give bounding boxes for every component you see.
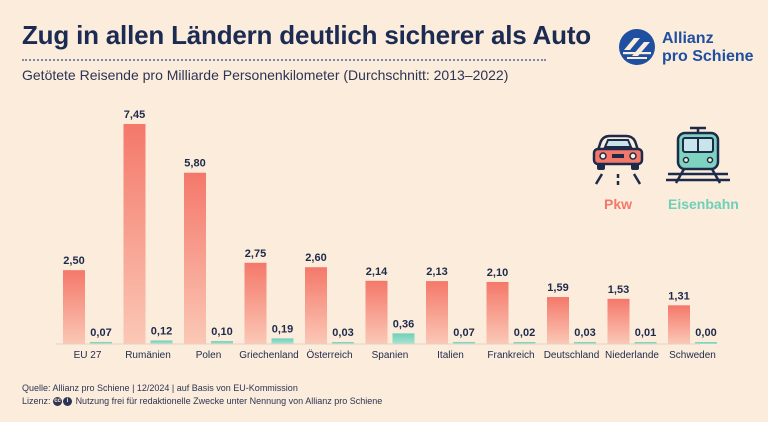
bar-pkw	[486, 281, 509, 344]
bar-eisenbahn	[513, 342, 536, 344]
data-label-eisenbahn: 0,12	[151, 325, 172, 337]
bar-pkw	[365, 280, 388, 344]
data-label-pkw: 2,13	[426, 266, 447, 278]
category-label: Österreich	[306, 349, 352, 361]
legend-label-pkw: Pkw	[604, 196, 633, 212]
bar-eisenbahn	[574, 342, 596, 344]
data-label-eisenbahn: 0,03	[332, 327, 353, 339]
data-label-eisenbahn: 0,19	[272, 323, 293, 335]
category-label: Italien	[437, 350, 464, 361]
data-label-eisenbahn: 0,01	[635, 327, 656, 339]
category-label: Deutschland	[544, 350, 600, 361]
bar-pkw	[184, 172, 206, 344]
train-icon	[666, 126, 730, 184]
data-label-eisenbahn: 0,02	[514, 327, 535, 339]
bar-eisenbahn	[211, 341, 233, 344]
data-label-eisenbahn: 0,10	[211, 326, 232, 338]
title-divider	[22, 59, 546, 61]
category-label: Polen	[196, 350, 222, 361]
footer-license: Lizenz: cc i Nutzung frei für redaktionel…	[22, 396, 383, 407]
logo-text: Allianz pro Schiene	[662, 30, 754, 66]
license-label: Lizenz:	[22, 396, 51, 406]
logo-icon	[619, 29, 655, 65]
data-label-pkw: 2,50	[63, 255, 84, 267]
car-icon	[592, 134, 644, 185]
bar-pkw	[63, 270, 85, 344]
bar-eisenbahn	[150, 340, 173, 344]
data-label-eisenbahn: 0,00	[695, 327, 716, 339]
bar-pkw	[305, 267, 327, 344]
data-label-pkw: 1,59	[547, 282, 568, 294]
brand-logo: Allianz pro Schiene	[618, 28, 754, 72]
bar-eisenbahn	[90, 341, 112, 344]
category-label: Schweden	[669, 350, 716, 361]
bar-eisenbahn	[634, 342, 657, 344]
bar-eisenbahn	[453, 341, 475, 344]
data-label-pkw: 7,45	[124, 109, 145, 121]
bar-pkw	[426, 281, 448, 344]
bar-eisenbahn	[392, 333, 415, 344]
logo-line2: pro Schiene	[662, 48, 754, 65]
data-label-eisenbahn: 0,07	[90, 327, 111, 339]
data-label-pkw: 2,60	[305, 252, 326, 264]
data-label-pkw: 2,10	[487, 267, 508, 279]
category-label: Niederlande	[605, 350, 659, 361]
page-subtitle: Getötete Reisende pro Milliarde Personen…	[22, 67, 509, 83]
data-label-pkw: 2,75	[245, 248, 266, 260]
data-label-eisenbahn: 0,07	[453, 327, 474, 339]
data-label-pkw: 5,80	[184, 158, 205, 170]
bar-pkw	[668, 305, 690, 344]
by-icon: i	[63, 397, 73, 407]
data-label-eisenbahn: 0,36	[393, 318, 414, 330]
category-label: EU 27	[74, 350, 102, 361]
bar-eisenbahn	[695, 342, 717, 344]
footer-source: Quelle: Allianz pro Schiene | 12/2024 | …	[22, 383, 298, 393]
bar-pkw	[607, 298, 630, 344]
data-label-pkw: 2,14	[366, 266, 388, 278]
legend-label-eisenbahn: Eisenbahn	[668, 196, 739, 212]
data-label-pkw: 1,31	[668, 290, 689, 302]
bar-pkw	[123, 124, 146, 344]
category-label: Spanien	[372, 350, 409, 361]
cc-icon: cc	[53, 397, 63, 407]
bar-eisenbahn	[332, 342, 354, 344]
page-title: Zug in allen Ländern deutlich sicherer a…	[22, 20, 591, 50]
logo-line1: Allianz	[662, 30, 714, 47]
bar-pkw	[244, 262, 267, 344]
category-label: Frankreich	[487, 350, 534, 361]
data-label-pkw: 1,53	[608, 284, 629, 296]
license-text: Nutzung frei für redaktionelle Zwecke un…	[75, 396, 383, 406]
bar-eisenbahn	[271, 338, 294, 344]
category-label: Griechenland	[239, 350, 298, 361]
category-label: Rumänien	[125, 350, 171, 361]
bar-pkw	[547, 297, 569, 344]
data-label-eisenbahn: 0,03	[574, 327, 595, 339]
